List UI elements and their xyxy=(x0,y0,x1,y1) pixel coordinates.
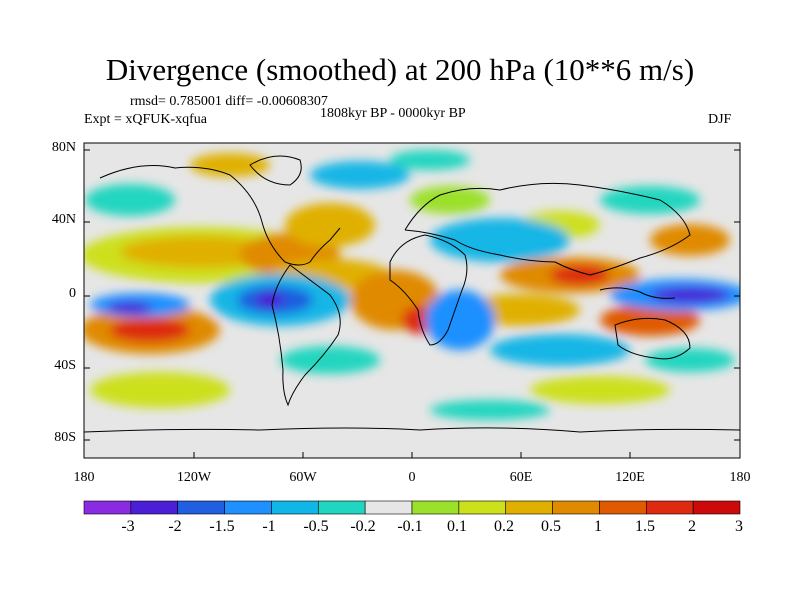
colorbar-swatch xyxy=(224,500,272,515)
eurasia-coast xyxy=(404,182,691,276)
lat-label-80n: 80N xyxy=(51,140,76,155)
coastlines xyxy=(84,155,740,433)
tick-marks xyxy=(84,149,740,458)
colorbar-label: -2 xyxy=(168,518,182,535)
colorbar-swatch xyxy=(552,500,600,515)
contour-blob xyxy=(110,318,190,342)
colorbar-label: 1 xyxy=(594,518,602,535)
plot-title: Divergence (smoothed) at 200 hPa (10**6 … xyxy=(105,52,695,87)
contour-blob xyxy=(600,304,700,336)
colorbar-swatch xyxy=(692,500,741,515)
colorbar-label: -0.2 xyxy=(350,518,376,535)
colorbar-label: -1.5 xyxy=(209,518,235,535)
contour-blob xyxy=(490,334,630,366)
antarctica-coast xyxy=(84,427,740,433)
contour-blob xyxy=(280,346,380,374)
colorbar-swatch xyxy=(411,500,460,515)
colorbar-label: 0.1 xyxy=(447,518,467,535)
colorbar-swatch xyxy=(83,500,132,515)
colorbar-label: -0.1 xyxy=(397,518,423,535)
rmsd-diff-stats: rmsd= 0.785001 diff= -0.00608307 xyxy=(130,94,328,109)
season-label: DJF xyxy=(708,112,732,127)
colorbar-label: 0.2 xyxy=(494,518,514,535)
contour-blob xyxy=(108,302,152,314)
colorbar-swatch xyxy=(599,500,647,515)
contour-blob xyxy=(430,400,550,420)
colorbar-label: 2 xyxy=(688,518,696,535)
colorbar-label: -0.5 xyxy=(303,518,329,535)
contour-blob xyxy=(390,150,470,170)
time-period: 1808kyr BP - 0000kyr BP xyxy=(320,106,466,121)
contour-blob xyxy=(650,224,730,256)
contour-blob xyxy=(90,372,230,408)
lon-label-120w: 120W xyxy=(176,470,212,485)
contour-blob xyxy=(530,376,670,404)
colorbar-swatch xyxy=(645,500,694,515)
colorbar-swatch xyxy=(458,500,507,515)
contour-blob xyxy=(410,186,490,214)
contour-blob xyxy=(120,236,280,268)
colorbar-swatch xyxy=(271,500,319,515)
australia-coast xyxy=(614,317,691,360)
lon-label-60w: 60W xyxy=(289,470,317,485)
contour-blob xyxy=(550,265,610,285)
colorbar-label: 3 xyxy=(735,518,743,535)
contour-blob xyxy=(600,186,700,214)
south-america-coast xyxy=(271,264,341,407)
contour-blob xyxy=(85,184,175,216)
colorbar-label: -1 xyxy=(262,518,276,535)
colorbar-label: 1.5 xyxy=(635,518,655,535)
colorbar-swatch xyxy=(177,500,225,515)
north-america-coast xyxy=(99,165,341,266)
contour-blob xyxy=(310,161,410,189)
lat-label-80s: 80S xyxy=(54,430,76,445)
contour-blob xyxy=(190,153,270,177)
greenland-coast xyxy=(249,155,302,186)
colorbar-label: 0.5 xyxy=(541,518,561,535)
divergence-field xyxy=(84,150,740,420)
contour-blob xyxy=(645,348,735,372)
colorbar-swatch xyxy=(364,500,413,515)
maritime-continent-coast xyxy=(599,287,676,299)
contour-blob xyxy=(430,218,570,262)
lat-label-0: 0 xyxy=(69,286,76,301)
lon-label-180w: 180 xyxy=(73,470,95,485)
lon-label-60e: 60E xyxy=(509,470,533,485)
colorbar xyxy=(83,500,741,515)
lat-label-40s: 40S xyxy=(54,358,76,373)
contour-blob xyxy=(285,203,375,247)
colorbar-swatch xyxy=(317,500,366,515)
lat-label-40n: 40N xyxy=(51,212,76,227)
colorbar-swatch xyxy=(130,500,179,515)
contour-blob xyxy=(256,292,284,308)
africa-coast xyxy=(389,234,468,346)
colorbar-swatch xyxy=(505,500,553,515)
lon-label-180e: 180 xyxy=(729,470,751,485)
lon-label-0: 0 xyxy=(408,470,416,485)
experiment-label: Expt = xQFUK-xqfua xyxy=(84,112,207,127)
lon-label-120e: 120E xyxy=(615,470,645,485)
contour-blob xyxy=(425,290,495,350)
contour-blob xyxy=(650,287,730,303)
colorbar-label: -3 xyxy=(121,518,135,535)
